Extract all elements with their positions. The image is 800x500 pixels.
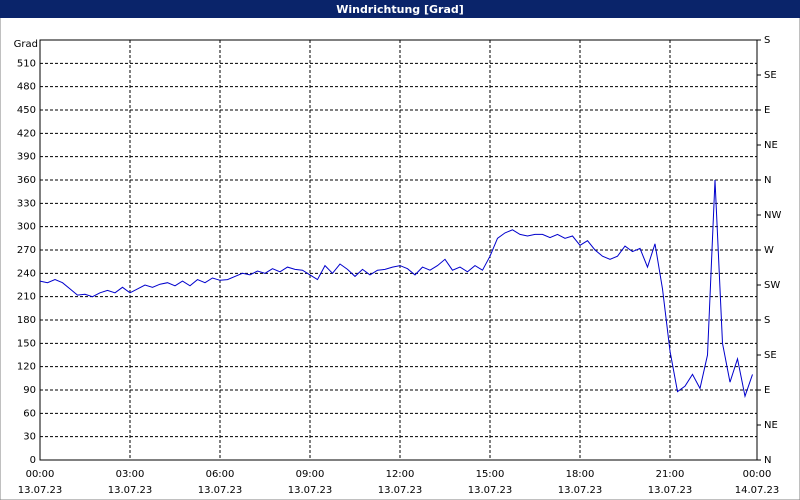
y-tick-label: 420 — [17, 128, 36, 139]
y2-tick-label: W — [764, 245, 774, 256]
x-tick-date: 14.07.23 — [735, 485, 780, 496]
x-tick-date: 13.07.23 — [108, 485, 153, 496]
y2-tick-label: SE — [764, 70, 777, 81]
y2-tick-label: S — [764, 315, 770, 326]
y-tick-label: 390 — [17, 152, 36, 163]
x-tick-label: 00:00 — [26, 469, 55, 480]
y2-tick-label: N — [764, 455, 771, 466]
y2-tick-label: NE — [764, 140, 778, 151]
y2-tick-label: E — [764, 105, 770, 116]
y-tick-label: 450 — [17, 105, 36, 116]
y-tick-label: 0 — [30, 455, 36, 466]
y-tick-label: 240 — [17, 268, 36, 279]
y2-tick-label: S — [764, 35, 770, 46]
chart-title: Windrichtung [Grad] — [336, 3, 464, 16]
y-tick-label: 150 — [17, 338, 36, 349]
x-tick-label: 15:00 — [476, 469, 505, 480]
y-tick-label: 120 — [17, 362, 36, 373]
x-tick-label: 06:00 — [206, 469, 235, 480]
x-tick-date: 13.07.23 — [558, 485, 603, 496]
y-tick-label: 180 — [17, 315, 36, 326]
x-tick-date: 13.07.23 — [198, 485, 243, 496]
y-tick-label: 330 — [17, 198, 36, 209]
x-tick-label: 12:00 — [386, 469, 415, 480]
x-tick-label: 00:00 — [743, 469, 772, 480]
y2-tick-label: SE — [764, 350, 777, 361]
x-tick-date: 13.07.23 — [468, 485, 513, 496]
y2-tick-label: E — [764, 385, 770, 396]
y-tick-label: 30 — [23, 432, 36, 443]
y2-tick-label: N — [764, 175, 771, 186]
x-tick-date: 13.07.23 — [648, 485, 693, 496]
title-bar — [0, 0, 800, 18]
x-tick-label: 09:00 — [296, 469, 325, 480]
data-line — [39, 179, 753, 399]
y-axis-label: Grad — [14, 39, 38, 50]
x-tick-label: 03:00 — [116, 469, 145, 480]
x-tick-date: 13.07.23 — [18, 485, 63, 496]
y2-tick-label: SW — [764, 280, 780, 291]
y-tick-label: 300 — [17, 222, 36, 233]
y-tick-label: 480 — [17, 82, 36, 93]
y2-tick-label: NE — [764, 420, 778, 431]
y-tick-label: 360 — [17, 175, 36, 186]
x-tick-label: 21:00 — [656, 469, 685, 480]
y-tick-label: 60 — [23, 408, 36, 419]
y2-tick-label: NW — [764, 210, 781, 221]
y-tick-label: 510 — [17, 58, 36, 69]
x-tick-date: 13.07.23 — [378, 485, 423, 496]
y-tick-label: 90 — [23, 385, 36, 396]
y-tick-label: 210 — [17, 292, 36, 303]
x-tick-label: 18:00 — [566, 469, 595, 480]
x-tick-date: 13.07.23 — [288, 485, 333, 496]
y-tick-label: 270 — [17, 245, 36, 256]
